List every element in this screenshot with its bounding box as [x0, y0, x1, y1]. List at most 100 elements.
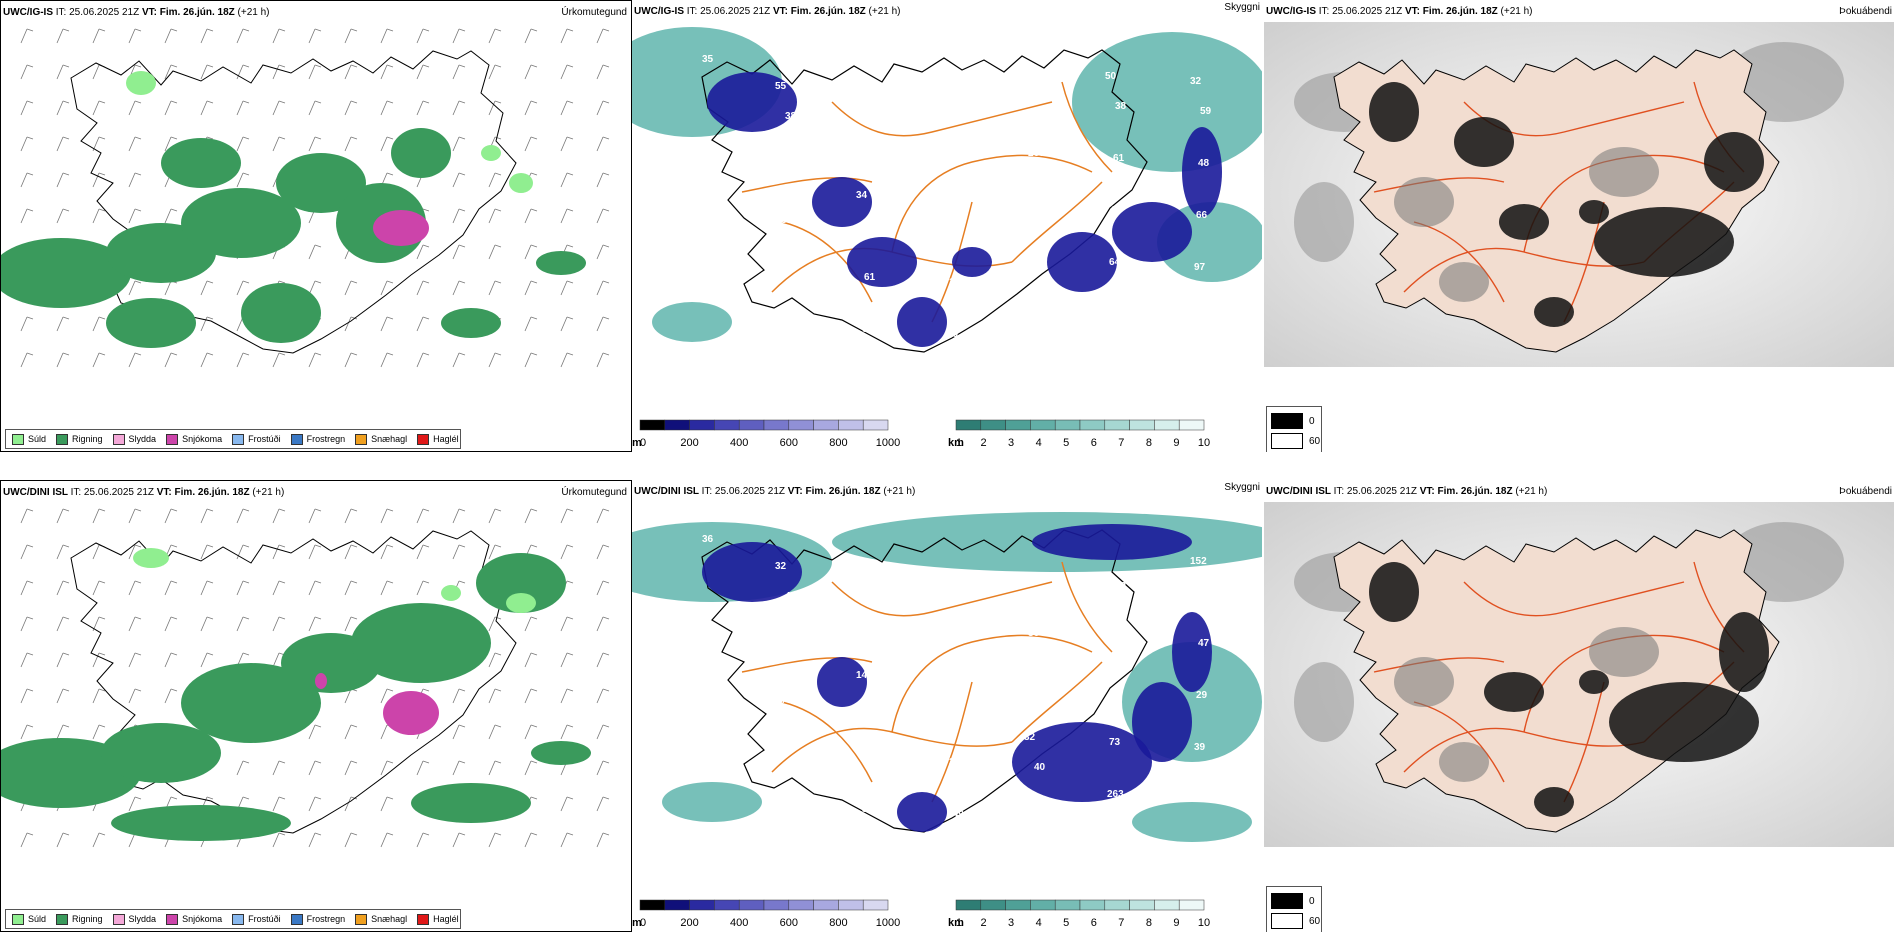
wind-barb [524, 100, 532, 116]
wind-barb-flag [62, 580, 70, 584]
wind-barb [20, 316, 28, 332]
wind-barb [596, 136, 604, 152]
visibility-map[interactable]: 35 38 29 40 44 35 59 54 146 102 40 38 48 37 61 70 37 61 66… [632, 22, 1262, 367]
wind-barb-flag [170, 580, 178, 584]
road [741, 177, 873, 193]
panel-header: UWC/DINI ISL IT: 25.06.2025 21Z VT: Fim.… [3, 487, 627, 501]
cloud-base-value: 29 [1196, 690, 1208, 701]
wind-barb-flag [350, 352, 358, 356]
wind-barb [92, 724, 100, 740]
wind-barb [56, 616, 64, 632]
init-time: IT: 25.06.2025 21Z [70, 487, 157, 498]
colorbar-tick: 4 [1036, 917, 1042, 929]
wind-barb-flag [566, 244, 574, 248]
wind-barb [200, 616, 208, 632]
precip-map[interactable] [1, 503, 631, 848]
precip-map[interactable] [1, 23, 631, 368]
cloud-base-value: 33 [868, 648, 880, 659]
wind-barb [92, 100, 100, 116]
wind-barb [488, 724, 496, 740]
legend-label: Snjókoma [182, 434, 223, 444]
wind-barb [308, 724, 316, 740]
cloud-base-area [1182, 127, 1222, 217]
wind-barb [236, 100, 244, 116]
model-name: UWC/IG-IS [3, 7, 56, 18]
wind-barb-flag [422, 760, 430, 764]
wind-barb [488, 352, 496, 368]
wind-barb [20, 352, 28, 368]
wind-barb [308, 508, 316, 524]
valid-time: VT: Fim. 26.jún. 18Z [156, 487, 253, 498]
wind-barb-flag [242, 352, 250, 356]
cloud-base-value: 48 [1198, 158, 1210, 169]
wind-barb-flag [206, 28, 214, 32]
wind-barb-flag [134, 136, 142, 140]
cloud-base-value: 27 [779, 747, 791, 758]
fog-legend-entry: 60 [1271, 913, 1320, 929]
colorbar-unit: km [948, 917, 964, 929]
drizzle-area [506, 593, 536, 613]
wind-barb [416, 352, 424, 368]
wind-barb [416, 544, 424, 560]
wind-barb [560, 172, 568, 188]
wind-barb-flag [278, 100, 286, 104]
wind-barb [272, 64, 280, 80]
valid-time: VT: Fim. 26.jún. 18Z [1419, 486, 1516, 497]
wind-barb [92, 544, 100, 560]
wind-barb [56, 208, 64, 224]
colorbar-tick: 400 [730, 917, 748, 929]
wind-barb [344, 316, 352, 332]
colorbar-swatch [1154, 899, 1180, 911]
legend-label: Haglél [433, 434, 459, 444]
wind-barb [92, 652, 100, 668]
road [891, 154, 1093, 253]
cloud-base [702, 524, 1212, 832]
wind-barb [560, 208, 568, 224]
cloud-base-value: 57 [866, 700, 878, 711]
legend-item: Slydda [112, 913, 156, 925]
panel-header: UWC/IG-IS IT: 25.06.2025 21Z VT: Fim. 26… [634, 2, 1260, 20]
wind-barb [272, 544, 280, 560]
legend-item: Haglél [417, 433, 459, 445]
wind-barb-flag [422, 688, 430, 692]
colorbar-swatch [689, 899, 715, 911]
wind-barb-flag [422, 544, 430, 548]
precip-type-panel: UWC/IG-IS IT: 25.06.2025 21Z VT: Fim. 26… [0, 0, 632, 452]
wind-barb-flag [134, 64, 142, 68]
fog-indicator-mid-area [1589, 627, 1659, 677]
colorbar-swatch [980, 899, 1006, 911]
fog-map[interactable] [1264, 502, 1894, 847]
wind-barb-flag [602, 28, 610, 32]
colorbar-tick: 5 [1063, 437, 1069, 449]
wind-barb [596, 208, 604, 224]
wind-barb [236, 544, 244, 560]
wind-barb-flag [494, 208, 502, 212]
wind-barb-flag [350, 316, 358, 320]
wind-barb [200, 64, 208, 80]
wind-barb [560, 352, 568, 368]
wind-barb [452, 28, 460, 44]
wind-barb [20, 724, 28, 740]
wind-barb [596, 280, 604, 296]
wind-barb [452, 280, 460, 296]
wind-barb-flag [314, 244, 322, 248]
wind-barb-flag [242, 172, 250, 176]
cloud-base-value: 35 [702, 54, 714, 65]
visibility-map[interactable]: 36 47 33 29 40 40 67 58 57 38 35 42 47 75 110 249 47 29 29… [632, 502, 1262, 847]
lead-time: (+21 h) [1515, 486, 1548, 497]
fog-map[interactable] [1264, 22, 1894, 367]
wind-barb-flag [494, 64, 502, 68]
fog-indicator-mid [1394, 627, 1659, 782]
wind-barb [308, 796, 316, 812]
wind-barb-flag [494, 28, 502, 32]
wind-barb-flag [170, 688, 178, 692]
wind-barb-flag [566, 544, 574, 548]
fog-sea-area [1294, 662, 1354, 742]
wind-barb [380, 580, 388, 596]
wind-barb-flag [602, 760, 610, 764]
cloud-base-value: 40 [951, 225, 963, 236]
wind-barb-flag [134, 280, 142, 284]
wind-barb [596, 172, 604, 188]
drizzle-area [481, 145, 501, 161]
wind-barb [92, 508, 100, 524]
